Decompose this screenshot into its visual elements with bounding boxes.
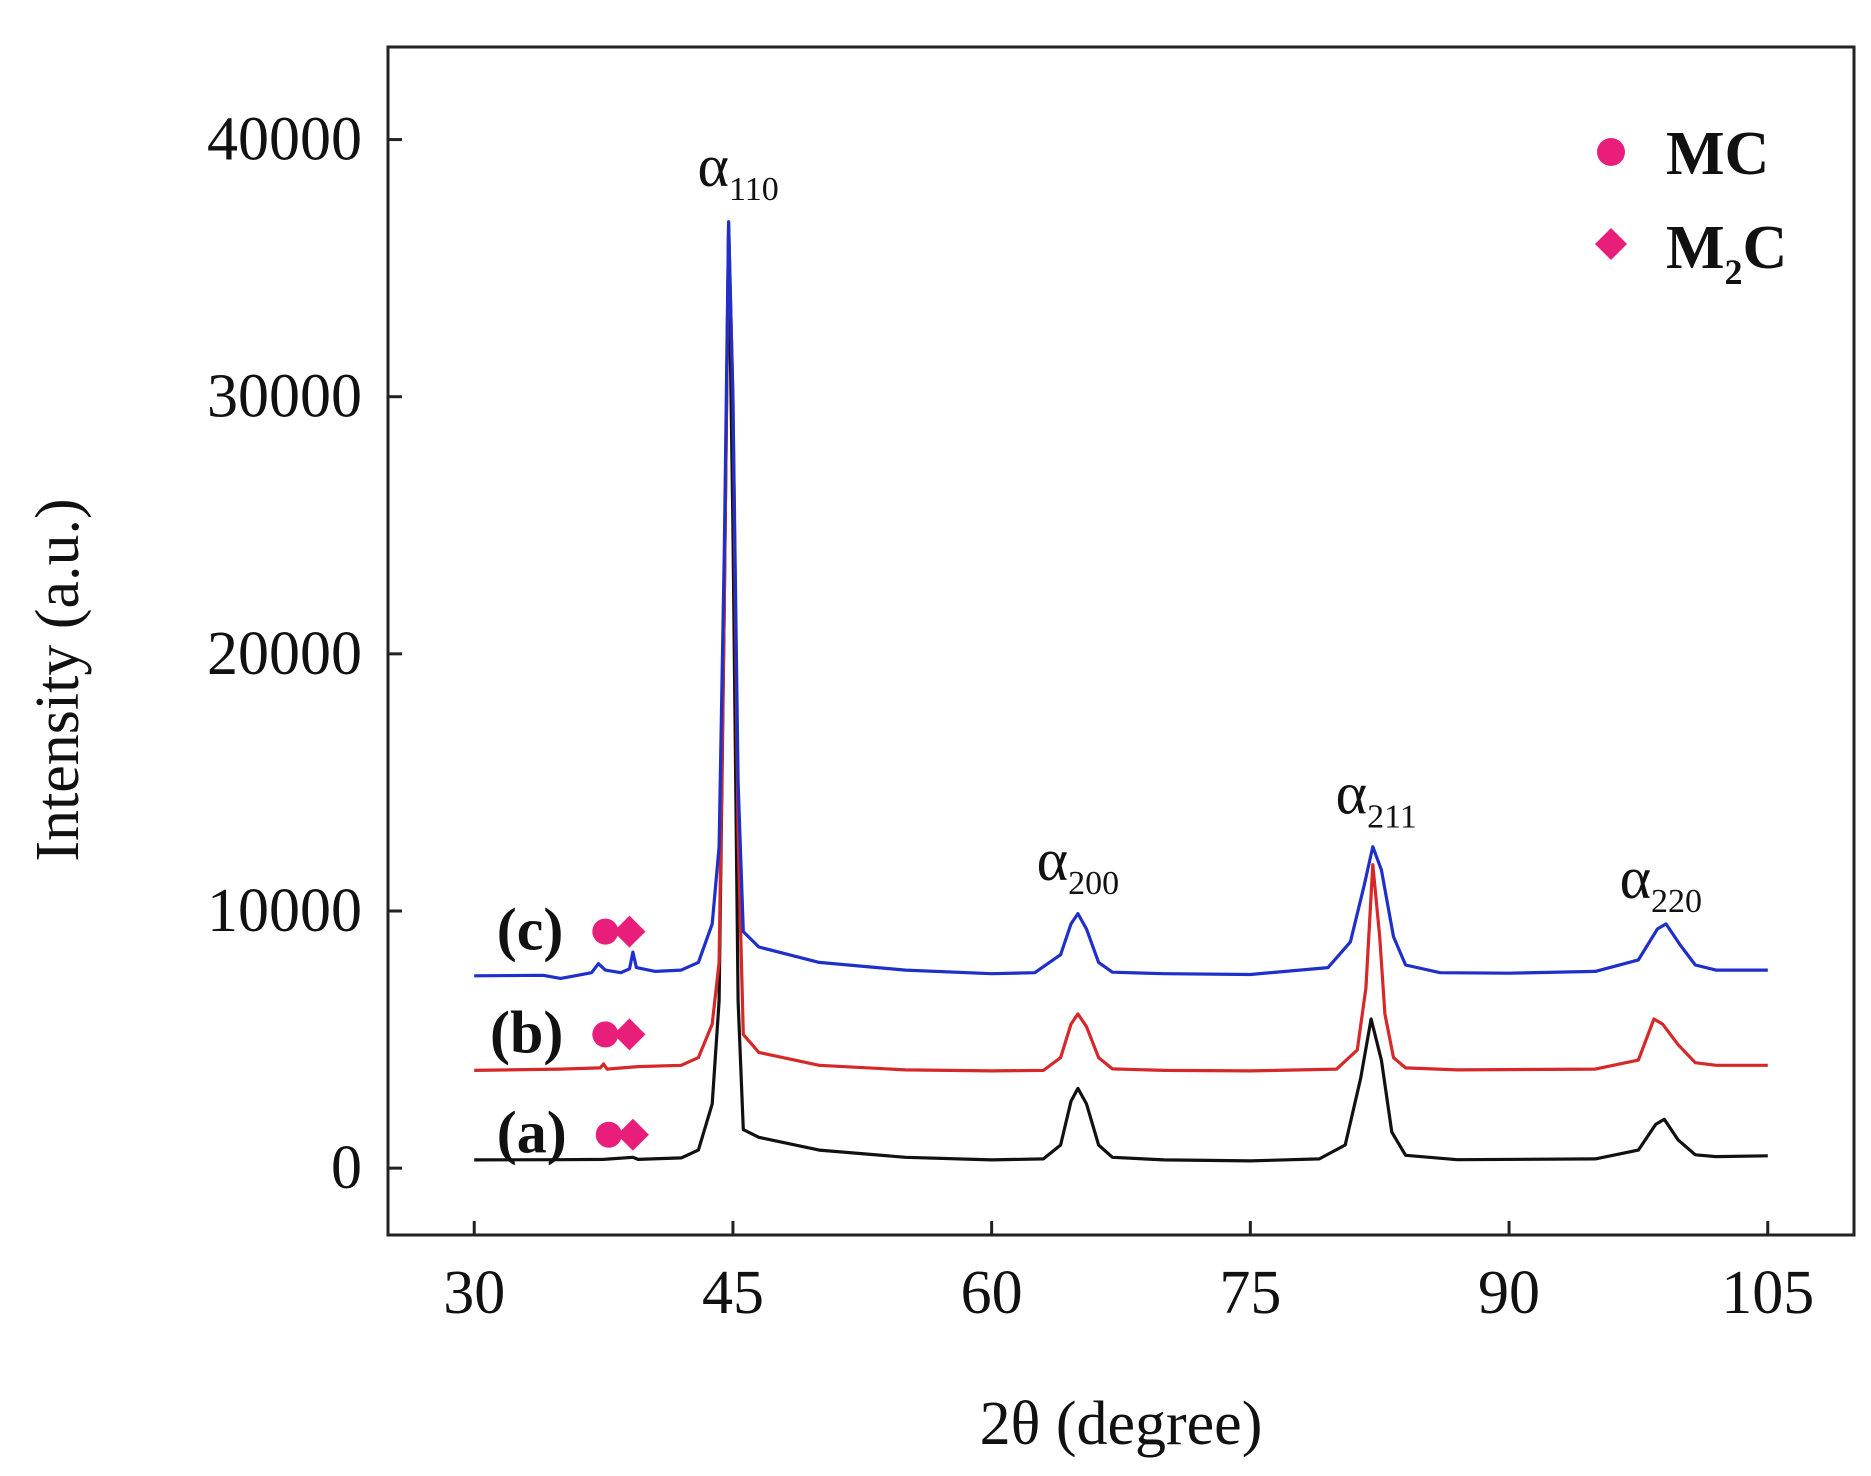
series-tag: (a) [497,1100,567,1166]
y-axis-label: Intensity (a.u.) [24,498,92,861]
legend-m2c-label: M2C [1666,214,1787,292]
y-tick-label: 30000 [207,363,362,431]
legend-m2c-marker [1595,228,1627,260]
series-line [474,228,1768,1163]
m2c-marker [616,1118,649,1151]
mc-marker [595,1121,622,1148]
series-line [474,220,1768,1073]
legend-m2c-suffix: C [1743,214,1788,282]
peak-label: α200 [1037,827,1119,902]
x-tick-label: 30 [443,1259,505,1327]
peak-index: 220 [1651,883,1702,920]
x-tick-label: 60 [961,1259,1023,1327]
peak-symbol: α [1336,760,1367,826]
y-tick-label: 10000 [207,877,362,945]
y-tick-label: 40000 [207,106,362,174]
peak-index: 110 [729,171,779,208]
mc-marker [592,1021,619,1048]
peak-label: α110 [698,133,779,208]
x-tick-label: 105 [1721,1259,1814,1327]
legend-m2c-main: M [1666,214,1725,282]
series-line [474,220,1768,980]
y-tick-label: 20000 [207,620,362,688]
peak-index: 211 [1367,798,1417,835]
x-axis: 30 45 60 75 90 105 [443,1221,1814,1327]
x-tick-label: 45 [702,1259,764,1327]
peak-symbol: α [1037,827,1068,893]
mc-marker [592,918,619,945]
peak-label: α211 [1336,760,1417,835]
legend-mc-label: MC [1666,120,1769,188]
peak-symbol: α [1620,845,1651,911]
y-tick-label: 0 [331,1134,362,1202]
peak-index: 200 [1068,865,1119,902]
series-tag: (c) [497,897,564,963]
x-tick-label: 90 [1478,1259,1540,1327]
m2c-marker [613,915,646,948]
legend-m2c-sub: 2 [1725,252,1743,292]
peak-symbol: α [698,133,729,199]
legend-mc-marker [1597,138,1625,166]
plot-frame [386,45,1856,1237]
legend: MC M2C [1595,120,1787,292]
x-tick-label: 75 [1219,1259,1281,1327]
series-tag: (b) [490,999,563,1065]
m2c-marker [613,1018,646,1051]
peak-label: α220 [1620,845,1702,920]
x-axis-label: 2θ (degree) [980,1390,1263,1458]
y-axis: 0 10000 20000 30000 40000 [207,106,402,1202]
series-layer: (a) (b) (c) [474,220,1768,1166]
